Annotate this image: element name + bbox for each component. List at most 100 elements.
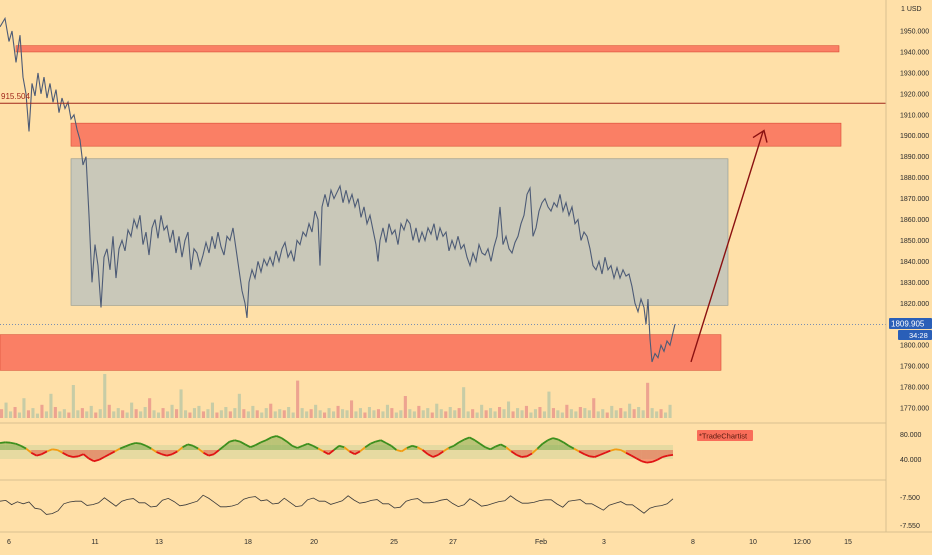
volume-bar — [112, 411, 115, 418]
volume-bar — [574, 411, 577, 418]
volume-bar — [435, 404, 438, 418]
osc-b-tick-7500: -7.500 — [900, 495, 920, 502]
time-tick-label: 18 — [244, 539, 252, 546]
osc-a-line — [647, 462, 652, 463]
volume-bar — [417, 406, 420, 418]
zone-support-3 — [0, 335, 721, 371]
volume-bar — [350, 400, 353, 418]
volume-bar — [467, 411, 470, 418]
volume-bar — [480, 405, 483, 418]
volume-bar — [498, 407, 501, 418]
volume-bar — [269, 404, 272, 418]
time-tick-label: 3 — [602, 539, 606, 546]
volume-bar — [471, 409, 474, 418]
volume-bar — [390, 408, 393, 418]
volume-bar — [669, 405, 672, 418]
volume-bar — [615, 410, 618, 418]
volume-bar — [31, 408, 34, 418]
volume-bar — [85, 411, 88, 418]
volume-bar — [45, 411, 48, 418]
price-tick-label: 1820.000 — [900, 301, 929, 308]
volume-bar — [148, 398, 151, 418]
time-tick-label: 25 — [390, 539, 398, 546]
volume-bar — [651, 408, 654, 418]
volume-bar — [238, 394, 241, 418]
price-tick-label: 1890.000 — [900, 154, 929, 161]
volume-bar — [377, 409, 380, 418]
volume-bar — [601, 409, 604, 418]
volume-bar — [224, 407, 227, 418]
volume-bar — [126, 413, 129, 419]
volume-bar — [561, 413, 564, 419]
time-tick-label: 13 — [155, 539, 163, 546]
volume-bar — [274, 411, 277, 418]
volume-bar — [534, 409, 537, 418]
countdown-timer: 34:28 — [909, 331, 928, 340]
volume-bar — [494, 411, 497, 418]
time-tick-label: Feb — [535, 539, 547, 546]
volume-bar — [197, 406, 200, 418]
volume-bar — [180, 389, 183, 418]
price-tick-label: 1880.000 — [900, 175, 929, 182]
osc-a-line — [10, 443, 15, 444]
volume-bar — [507, 402, 510, 419]
volume-bar — [489, 408, 492, 418]
volume-bar — [49, 394, 52, 418]
volume-bar — [206, 409, 209, 418]
volume-bar — [444, 411, 447, 418]
osc-a-line — [522, 456, 527, 457]
time-tick-label: 10 — [749, 539, 757, 546]
volume-bar — [503, 409, 506, 418]
volume-bar — [512, 411, 515, 418]
volume-bar — [108, 405, 111, 418]
time-tick-label: 12:00 — [793, 539, 811, 546]
volume-bar — [624, 411, 627, 418]
volume-bar — [5, 403, 8, 418]
volume-bar — [157, 413, 160, 419]
volume-bar — [453, 410, 456, 418]
volume-bar — [319, 410, 322, 418]
volume-bar — [121, 410, 124, 418]
volume-bar — [36, 414, 39, 418]
currency-label: 1 USD — [901, 6, 922, 13]
price-tick-label: 1780.000 — [900, 385, 929, 392]
volume-bar — [646, 383, 649, 418]
last-price-value: 1809.905 — [891, 320, 925, 329]
volume-bar — [516, 408, 519, 418]
volume-bar — [0, 409, 3, 418]
volume-bar — [462, 387, 465, 418]
volume-bar — [655, 411, 658, 418]
volume-bar — [449, 407, 452, 418]
osc-b-tick-7550: -7.550 — [900, 523, 920, 530]
time-tick-label: 11 — [91, 539, 98, 546]
volume-bar — [597, 411, 600, 418]
volume-bar — [130, 403, 133, 418]
volume-bar — [606, 413, 609, 419]
time-tick-label: 8 — [691, 539, 695, 546]
volume-bar — [359, 408, 362, 418]
volume-bar — [529, 413, 532, 419]
volume-bar — [247, 411, 250, 418]
volume-bar — [485, 410, 488, 418]
volume-bar — [354, 411, 357, 418]
volume-bar — [229, 411, 232, 418]
volume-bar — [135, 409, 138, 418]
volume-bar — [610, 406, 613, 418]
volume-bar — [395, 413, 398, 419]
osc-a-line — [668, 455, 673, 456]
volume-bar — [202, 411, 205, 418]
price-tick-label: 1940.000 — [900, 49, 929, 56]
volume-bar — [90, 406, 93, 418]
volume-bar — [346, 410, 349, 418]
volume-bar — [660, 409, 663, 418]
price-tick-label: 1840.000 — [900, 259, 929, 266]
volume-bar — [556, 410, 559, 418]
volume-bar — [619, 408, 622, 418]
volume-bar — [408, 409, 411, 418]
volume-bar — [162, 408, 165, 418]
osc-a-line — [616, 449, 621, 450]
volume-bar — [579, 407, 582, 418]
volume-bar — [184, 410, 187, 418]
